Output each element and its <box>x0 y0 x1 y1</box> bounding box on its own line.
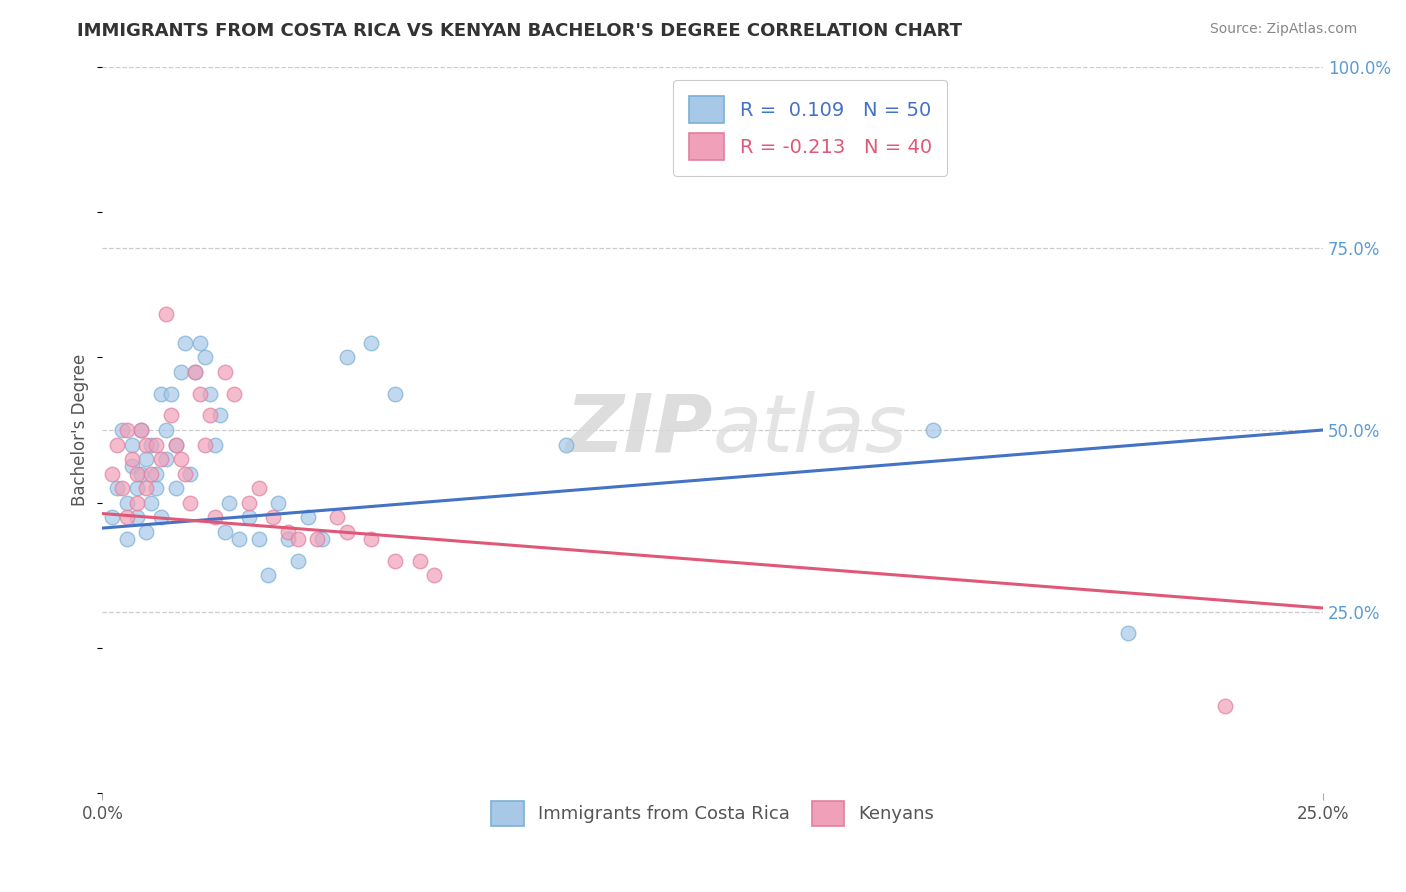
Point <box>188 335 211 350</box>
Point <box>326 510 349 524</box>
Point <box>115 532 138 546</box>
Point <box>218 496 240 510</box>
Point <box>115 496 138 510</box>
Point <box>101 510 124 524</box>
Point <box>257 568 280 582</box>
Point <box>174 467 197 481</box>
Point <box>141 496 163 510</box>
Point <box>184 365 207 379</box>
Point <box>297 510 319 524</box>
Point <box>115 423 138 437</box>
Point <box>214 365 236 379</box>
Point <box>165 437 187 451</box>
Point <box>360 335 382 350</box>
Point <box>159 409 181 423</box>
Point <box>141 437 163 451</box>
Point <box>105 437 128 451</box>
Point <box>1215 699 1237 714</box>
Point <box>125 481 148 495</box>
Point <box>179 496 201 510</box>
Point <box>384 386 406 401</box>
Point <box>121 437 143 451</box>
Point <box>287 532 309 546</box>
Point <box>204 510 226 524</box>
Point <box>214 524 236 539</box>
Point <box>155 423 177 437</box>
Point <box>384 554 406 568</box>
Point <box>277 532 299 546</box>
Point <box>287 554 309 568</box>
Point <box>135 452 157 467</box>
Point <box>125 496 148 510</box>
Text: IMMIGRANTS FROM COSTA RICA VS KENYAN BACHELOR'S DEGREE CORRELATION CHART: IMMIGRANTS FROM COSTA RICA VS KENYAN BAC… <box>77 22 962 40</box>
Point <box>262 510 284 524</box>
Point <box>174 335 197 350</box>
Point <box>335 524 357 539</box>
Point <box>169 452 191 467</box>
Point <box>125 467 148 481</box>
Point <box>135 437 157 451</box>
Text: ZIP: ZIP <box>565 391 713 469</box>
Point <box>145 437 167 451</box>
Y-axis label: Bachelor's Degree: Bachelor's Degree <box>72 354 89 506</box>
Text: atlas: atlas <box>713 391 907 469</box>
Point <box>150 452 173 467</box>
Point <box>311 532 333 546</box>
Point <box>159 386 181 401</box>
Point <box>198 386 221 401</box>
Point <box>247 481 270 495</box>
Point <box>247 532 270 546</box>
Point <box>131 423 153 437</box>
Point <box>125 510 148 524</box>
Point <box>169 365 191 379</box>
Point <box>121 452 143 467</box>
Point <box>155 452 177 467</box>
Point <box>111 481 134 495</box>
Point <box>194 437 217 451</box>
Point <box>208 409 231 423</box>
Point <box>115 510 138 524</box>
Point <box>184 365 207 379</box>
Point <box>267 496 290 510</box>
Point <box>135 524 157 539</box>
Point <box>135 481 157 495</box>
Point <box>204 437 226 451</box>
Point <box>228 532 250 546</box>
Point <box>111 423 134 437</box>
Point <box>150 510 173 524</box>
Text: Source: ZipAtlas.com: Source: ZipAtlas.com <box>1209 22 1357 37</box>
Point <box>165 437 187 451</box>
Point <box>105 481 128 495</box>
Point <box>194 351 217 365</box>
Point <box>224 386 246 401</box>
Point <box>335 351 357 365</box>
Point <box>238 496 260 510</box>
Point <box>145 467 167 481</box>
Point <box>145 481 167 495</box>
Point <box>921 423 943 437</box>
Point <box>165 481 187 495</box>
Point <box>150 386 173 401</box>
Point <box>277 524 299 539</box>
Point <box>409 554 432 568</box>
Point <box>1116 626 1139 640</box>
Point <box>360 532 382 546</box>
Point <box>188 386 211 401</box>
Legend: Immigrants from Costa Rica, Kenyans: Immigrants from Costa Rica, Kenyans <box>482 791 943 835</box>
Point <box>555 437 578 451</box>
Point <box>423 568 446 582</box>
Point <box>155 307 177 321</box>
Point <box>121 459 143 474</box>
Point <box>307 532 329 546</box>
Point <box>238 510 260 524</box>
Point <box>101 467 124 481</box>
Point <box>131 423 153 437</box>
Point <box>179 467 201 481</box>
Point <box>141 467 163 481</box>
Point <box>198 409 221 423</box>
Point <box>131 467 153 481</box>
